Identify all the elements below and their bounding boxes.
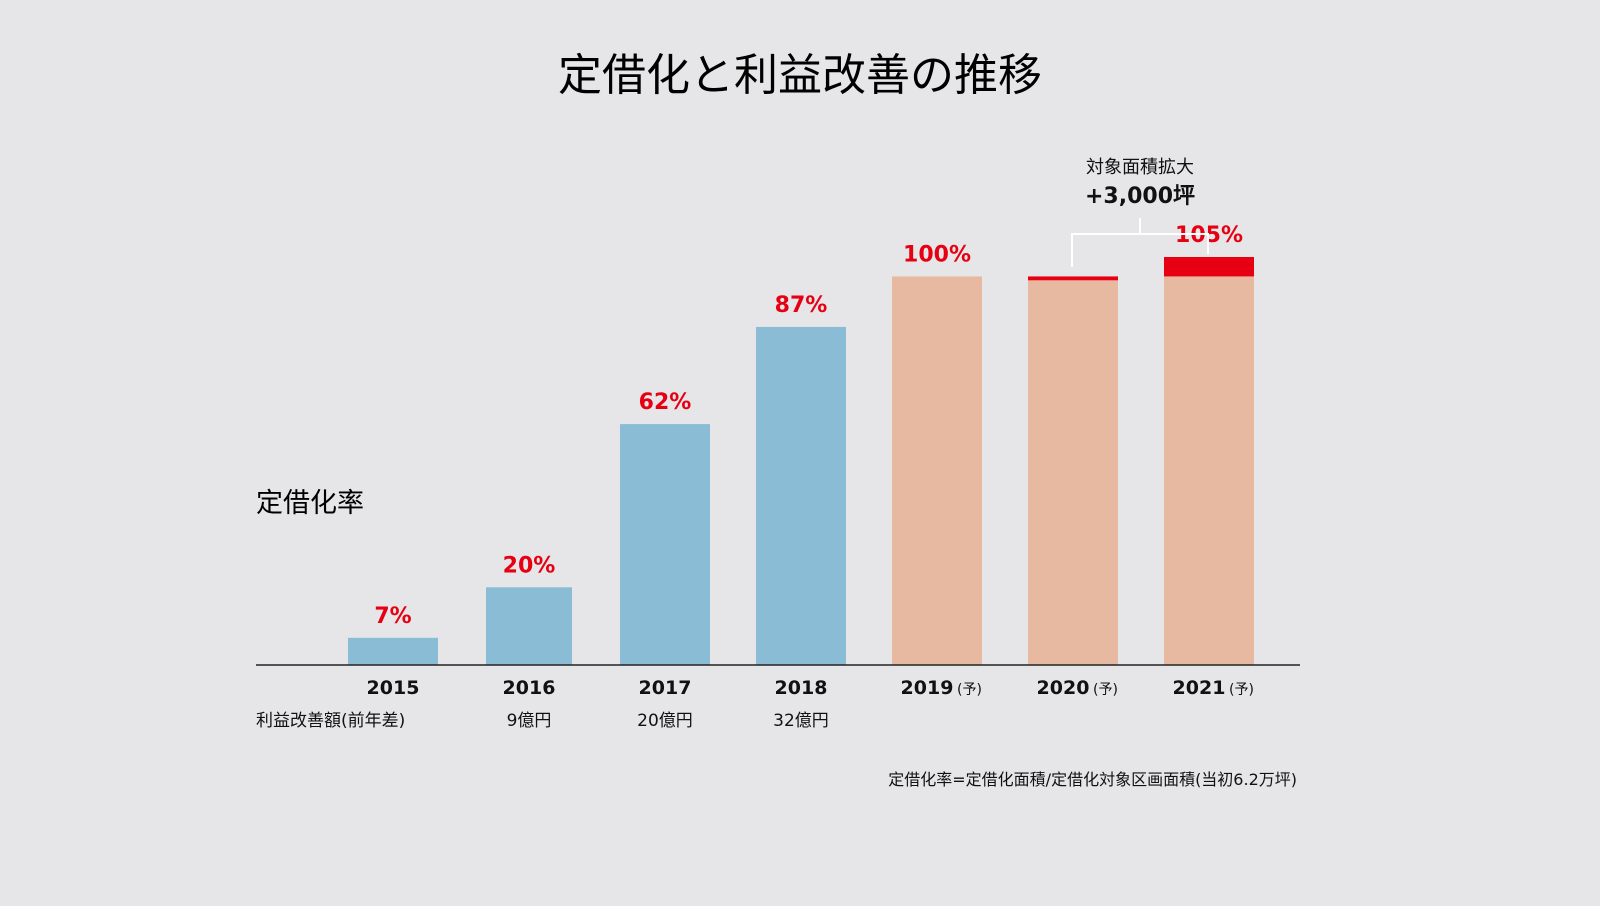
bar-2019 xyxy=(892,276,982,665)
x-ticks-group: 2015 2016 2017 2018 2019 (予) 2020 (予) 2021 (予) xyxy=(367,677,1254,699)
value-label-2019: 100% xyxy=(903,242,971,267)
x-tick-2021: 2021 xyxy=(1173,677,1226,699)
bar-2017 xyxy=(620,424,710,665)
x-tick-2020: 2020 xyxy=(1037,677,1090,699)
profit-values-group: 9億円 20億円 32億円 xyxy=(507,711,829,731)
annotation-bracket xyxy=(1071,218,1209,267)
chart-title: 定借化と利益改善の推移 xyxy=(558,50,1042,101)
x-tick-2019: 2019 xyxy=(901,677,954,699)
value-label-2018: 87% xyxy=(775,293,828,318)
x-tick-note-2019: (予) xyxy=(957,682,982,698)
x-tick-2016: 2016 xyxy=(503,677,556,699)
x-tick-note-2021: (予) xyxy=(1229,682,1254,698)
bars-group xyxy=(348,257,1254,665)
bar-2016 xyxy=(486,587,572,665)
annotation-line1: 対象面積拡大 xyxy=(1086,157,1194,178)
bar-expansion-2020 xyxy=(1028,276,1118,281)
bar-expansion-2021 xyxy=(1164,257,1254,277)
bar-2020 xyxy=(1028,280,1118,665)
bar-2015 xyxy=(348,637,438,665)
y-axis-label: 定借化率 xyxy=(256,488,364,519)
annotation-line2: +3,000坪 xyxy=(1085,184,1195,209)
expansion-annotation: 対象面積拡大 +3,000坪 xyxy=(1071,157,1209,267)
profit-value-2016: 9億円 xyxy=(507,711,552,731)
profit-value-2017: 20億円 xyxy=(637,711,693,731)
bar-2018 xyxy=(756,326,846,665)
bar-2021 xyxy=(1164,276,1254,665)
profit-row-label: 利益改善額(前年差) xyxy=(256,711,405,731)
x-tick-2018: 2018 xyxy=(775,677,828,699)
x-tick-note-2020: (予) xyxy=(1093,682,1118,698)
x-tick-2017: 2017 xyxy=(639,677,692,699)
x-tick-2015: 2015 xyxy=(367,677,420,699)
value-label-2016: 20% xyxy=(503,553,556,578)
value-label-2017: 62% xyxy=(639,390,692,415)
value-label-2015: 7% xyxy=(374,604,411,629)
footnote: 定借化率=定借化面積/定借化対象区画面積(当初6.2万坪) xyxy=(888,770,1297,789)
profit-value-2018: 32億円 xyxy=(773,711,829,731)
